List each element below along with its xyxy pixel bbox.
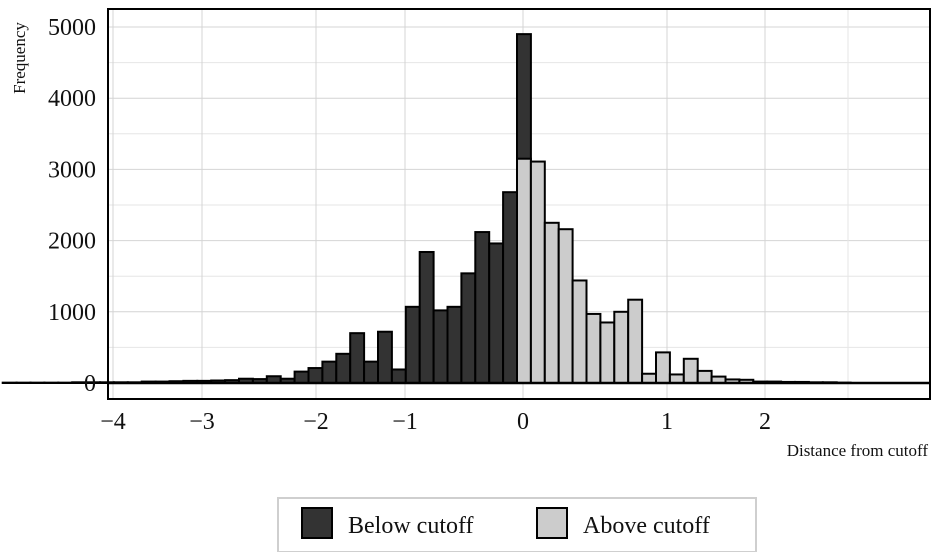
- histogram-bar: [446, 305, 463, 385]
- histogram-bar: [488, 242, 505, 384]
- histogram-bar: [502, 191, 519, 384]
- histogram-bar: [571, 279, 588, 384]
- legend-swatch-above: [536, 507, 568, 539]
- y-tick-label: 5000: [48, 15, 96, 41]
- histogram-bar: [390, 368, 407, 384]
- histogram-bar: [404, 305, 421, 385]
- y-tick-label: 1000: [48, 300, 96, 326]
- histogram-bar: [307, 367, 324, 385]
- histogram-bar: [460, 272, 477, 384]
- x-tick-label: −2: [303, 409, 329, 435]
- histogram-bar: [641, 372, 657, 384]
- y-axis-title: Frequency: [10, 22, 29, 94]
- x-tick-label: −4: [100, 409, 126, 435]
- y-tick-label: 0: [84, 371, 96, 397]
- histogram-bar: [696, 369, 713, 384]
- histogram-bar: [682, 357, 699, 384]
- histogram-bar: [293, 370, 310, 385]
- legend-label-below: Below cutoff: [348, 513, 474, 539]
- plot-border: [107, 8, 931, 400]
- y-tick-label: 3000: [48, 157, 96, 183]
- histogram-bar: [418, 250, 435, 384]
- histogram-bar: [557, 228, 574, 384]
- x-tick-label: −3: [189, 409, 215, 435]
- histogram-bar: [516, 157, 532, 384]
- histogram-bar: [363, 360, 380, 385]
- legend-box: [277, 497, 757, 552]
- histogram-bar: [321, 360, 338, 385]
- x-tick-label: 0: [517, 409, 529, 435]
- histogram-bar: [349, 332, 366, 385]
- legend-swatch-below: [301, 507, 333, 539]
- histogram-bar: [613, 310, 630, 384]
- histogram-bar: [529, 160, 546, 384]
- x-tick-label: 1: [661, 409, 673, 435]
- histogram-bar: [474, 231, 491, 384]
- y-tick-label: 2000: [48, 229, 96, 255]
- legend: Below cutoff Above cutoff: [277, 497, 757, 552]
- x-tick-label: 2: [759, 409, 771, 435]
- x-axis-tick-labels: −4 −3 −2 −1 0 1 2: [100, 409, 771, 435]
- histogram-bar: [585, 312, 602, 385]
- x-tick-label: −1: [392, 409, 418, 435]
- histogram-bar: [668, 373, 685, 384]
- legend-label-above: Above cutoff: [583, 513, 710, 539]
- histogram-bar: [377, 330, 393, 384]
- histogram-bar: [599, 321, 616, 385]
- histogram-bar: [432, 309, 449, 385]
- y-tick-label: 4000: [48, 86, 96, 112]
- histogram-bar: [655, 351, 671, 385]
- y-axis-tick-labels: 0 1000 2000 3000 4000 5000: [48, 15, 96, 397]
- histogram-bar: [335, 352, 352, 385]
- histogram-bar: [543, 221, 560, 384]
- histogram-bar: [627, 298, 644, 385]
- x-axis-title: Distance from cutoff: [787, 441, 929, 460]
